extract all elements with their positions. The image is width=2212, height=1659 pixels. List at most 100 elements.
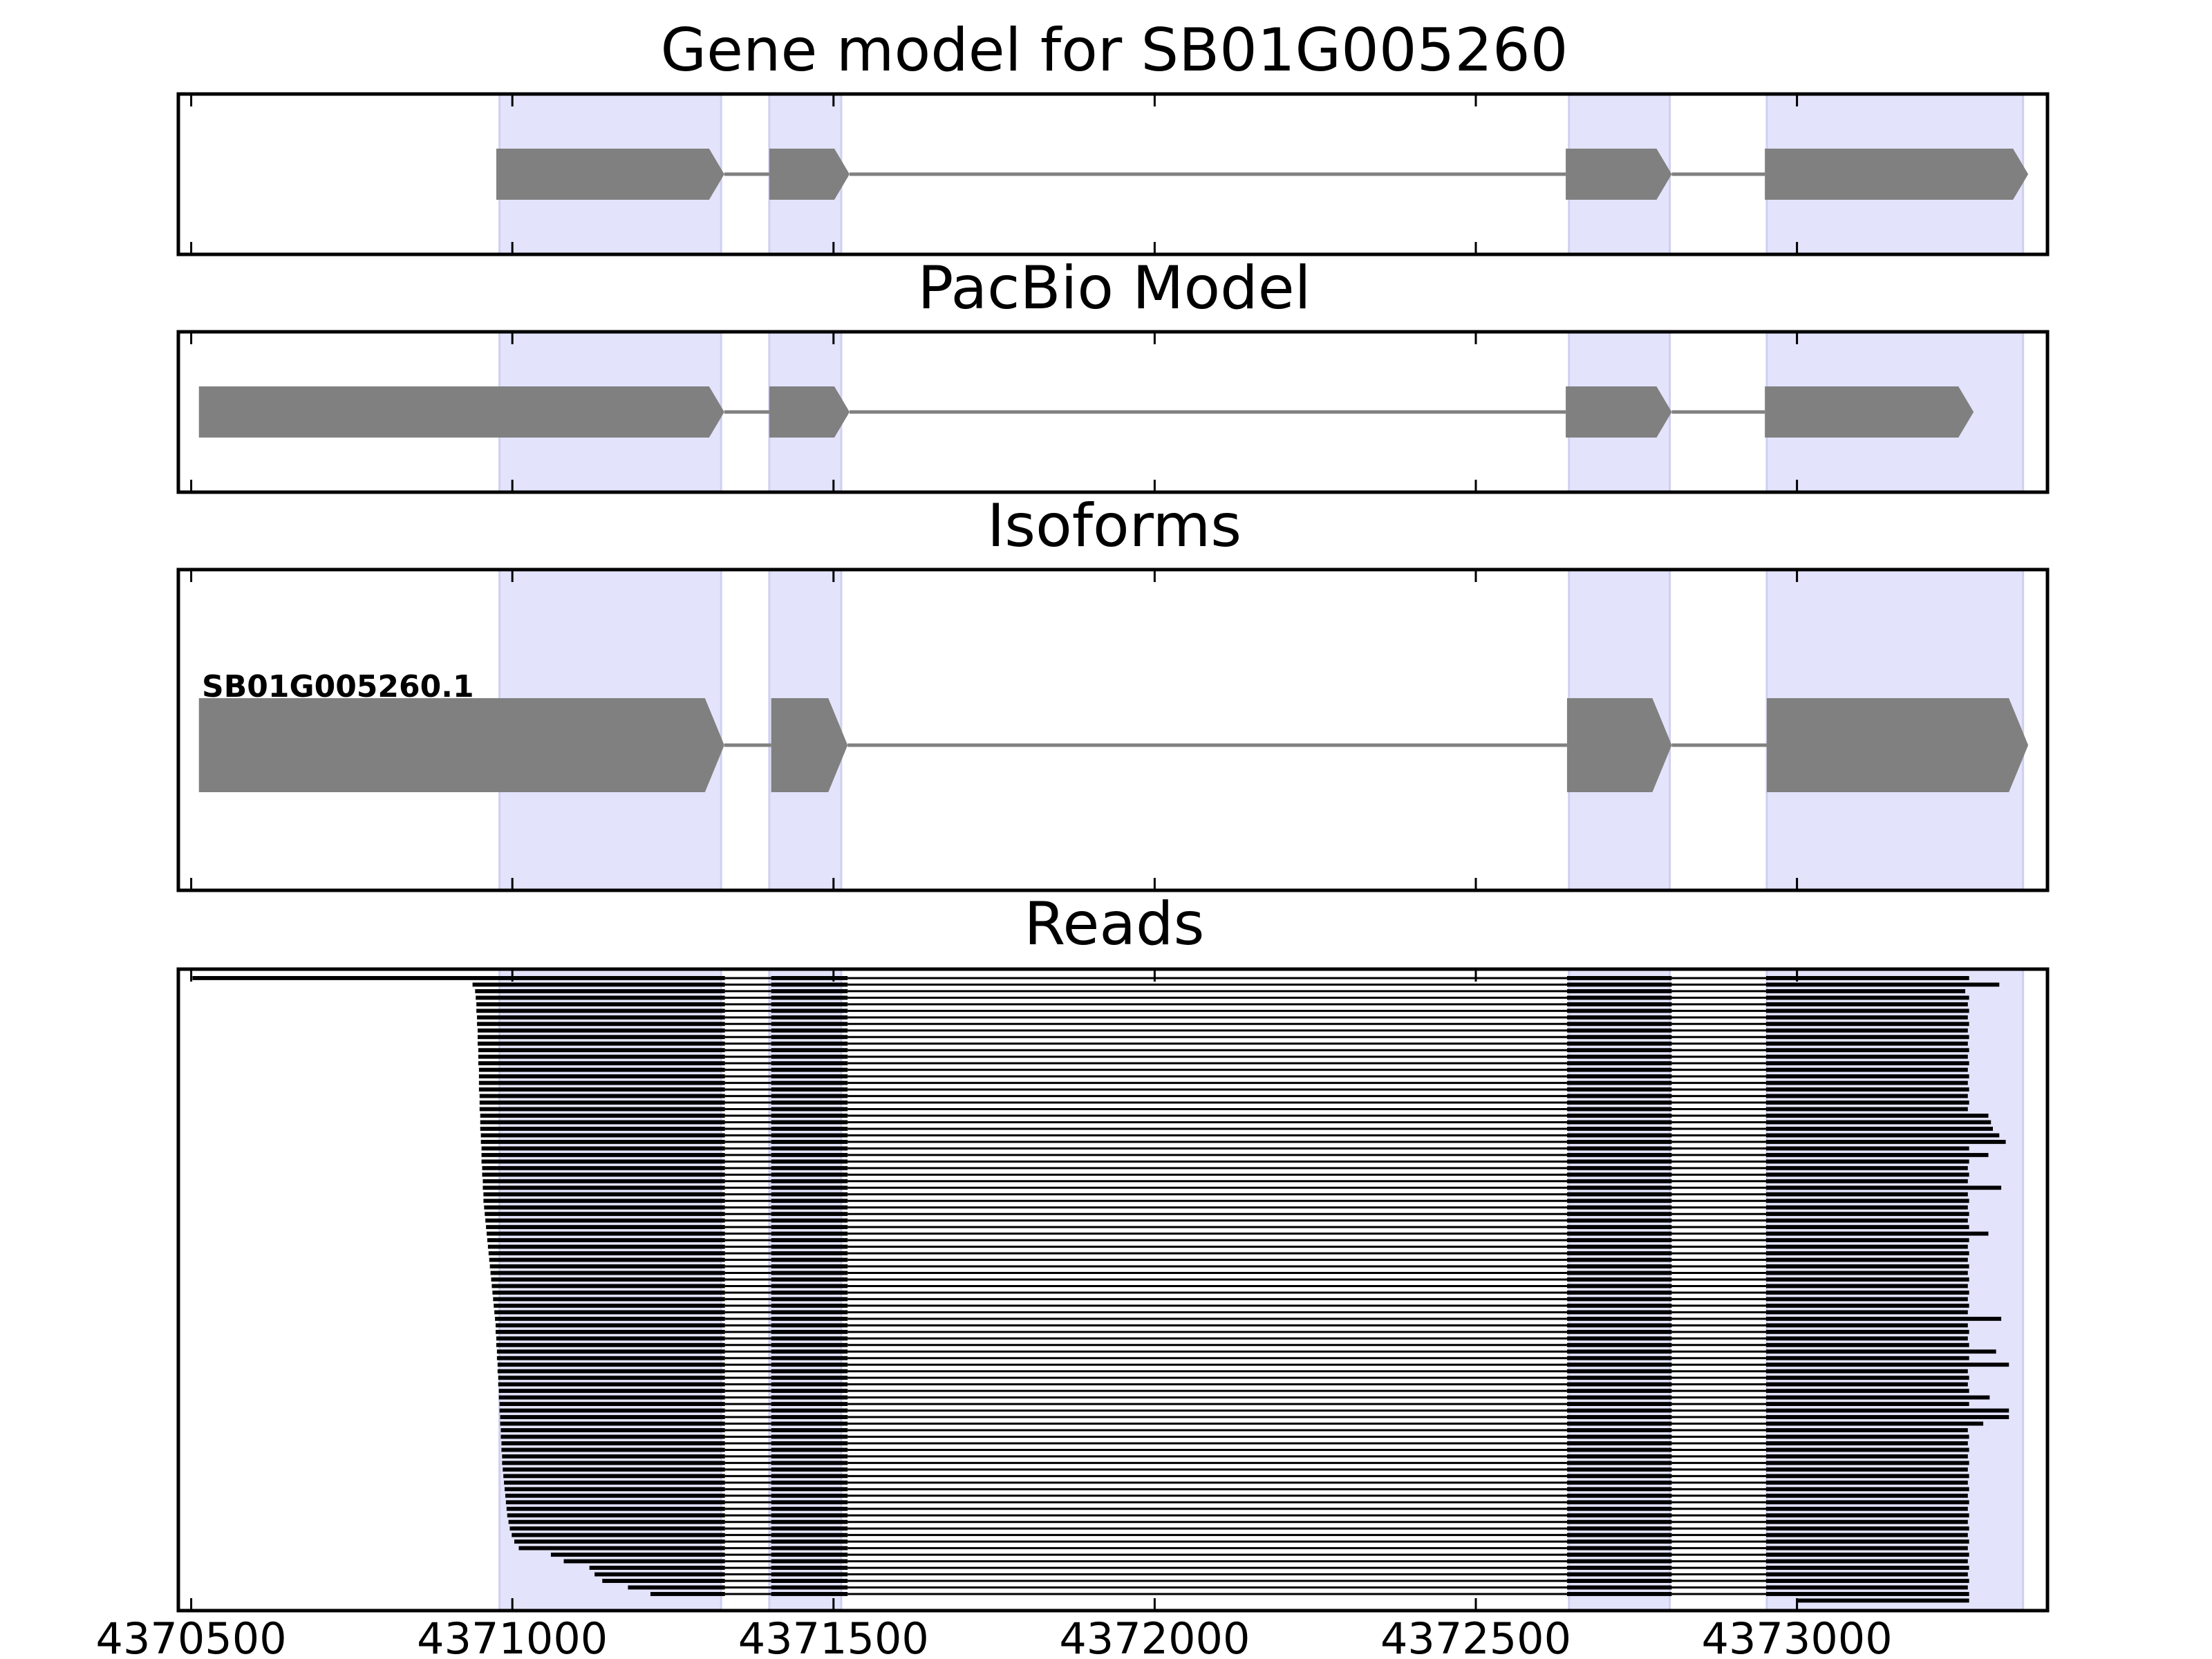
read-block bbox=[1566, 1152, 1672, 1157]
read-block bbox=[1566, 1579, 1672, 1583]
read-block bbox=[476, 1009, 725, 1013]
read-block bbox=[1566, 1369, 1672, 1374]
read-block bbox=[1566, 1389, 1672, 1394]
read-block bbox=[589, 1566, 725, 1571]
read-block bbox=[771, 1277, 848, 1282]
read-block bbox=[1566, 1022, 1672, 1027]
x-tick-label: 4371000 bbox=[417, 1613, 608, 1659]
read-block bbox=[1566, 1376, 1672, 1380]
read-block bbox=[1566, 1061, 1672, 1066]
read-block bbox=[771, 1244, 848, 1249]
read-block bbox=[1566, 1192, 1672, 1197]
read-block bbox=[1566, 1553, 1672, 1557]
read-block bbox=[500, 1428, 725, 1432]
read-block bbox=[1566, 1310, 1672, 1315]
read-block bbox=[1766, 1389, 1969, 1394]
read-block bbox=[1766, 1310, 1968, 1315]
read-block bbox=[602, 1579, 725, 1583]
read-block bbox=[489, 1257, 725, 1262]
read-block bbox=[1766, 1519, 1968, 1524]
read-block bbox=[771, 1172, 848, 1177]
panel-isoforms: Isoforms SB01G005260.1 bbox=[176, 491, 2050, 892]
read-block bbox=[1766, 1165, 1968, 1170]
read-block bbox=[771, 1257, 848, 1262]
read-block bbox=[1566, 1015, 1672, 1020]
read-block bbox=[771, 1566, 848, 1571]
read-block bbox=[1566, 1329, 1672, 1334]
read-block bbox=[518, 1546, 725, 1550]
read-block bbox=[1766, 1159, 1969, 1164]
read-block bbox=[1566, 1316, 1672, 1321]
read-block bbox=[771, 1553, 848, 1557]
read-block bbox=[481, 1159, 725, 1164]
read-block bbox=[771, 1349, 848, 1354]
read-block bbox=[482, 1165, 725, 1170]
read-block bbox=[491, 1284, 725, 1288]
read-block bbox=[771, 1519, 848, 1524]
read-block bbox=[771, 1192, 848, 1197]
read-block bbox=[1566, 1127, 1672, 1131]
read-block bbox=[1766, 1179, 1968, 1183]
read-block bbox=[1566, 1513, 1672, 1518]
read-block bbox=[1566, 1297, 1672, 1302]
read-block bbox=[1566, 988, 1672, 993]
read-block bbox=[1766, 1428, 1968, 1432]
read-block bbox=[1566, 982, 1672, 987]
read-block bbox=[771, 1323, 848, 1328]
read-block bbox=[771, 1533, 848, 1537]
read-block bbox=[771, 1526, 848, 1531]
read-block bbox=[771, 1454, 848, 1459]
read-block bbox=[1566, 1441, 1672, 1445]
read-block bbox=[487, 1231, 725, 1236]
read-block bbox=[1566, 1205, 1672, 1210]
read-block bbox=[1566, 1533, 1672, 1537]
read-block bbox=[1766, 1533, 1968, 1537]
read-block bbox=[1766, 1127, 1994, 1131]
read-block bbox=[496, 1349, 725, 1354]
read-block bbox=[480, 1133, 725, 1138]
gene-model-title: Gene model for SB01G005260 bbox=[661, 16, 1568, 85]
read-block bbox=[771, 1284, 848, 1288]
read-block bbox=[771, 1415, 848, 1419]
read-block bbox=[1766, 1114, 1989, 1118]
read-block bbox=[1766, 976, 1969, 980]
read-block bbox=[478, 1028, 725, 1033]
exon-block bbox=[1765, 386, 1974, 438]
read-block bbox=[1766, 982, 2000, 987]
read-block bbox=[1566, 1225, 1672, 1230]
read-block bbox=[1566, 1487, 1672, 1492]
read-block bbox=[476, 1002, 725, 1006]
read-block bbox=[497, 1369, 725, 1374]
read-block bbox=[1566, 1467, 1672, 1472]
read-block bbox=[771, 1310, 848, 1315]
read-block bbox=[1766, 1094, 1968, 1098]
read-block bbox=[1566, 1342, 1672, 1347]
read-block bbox=[1566, 1546, 1672, 1550]
read-block bbox=[1766, 1362, 2009, 1367]
read-block bbox=[1566, 1159, 1672, 1164]
read-block bbox=[1766, 1500, 1969, 1505]
read-block bbox=[1766, 1336, 1968, 1341]
read-block bbox=[1566, 1264, 1672, 1268]
read-block bbox=[1566, 1349, 1672, 1354]
read-block bbox=[479, 1094, 725, 1098]
read-block bbox=[1566, 1199, 1672, 1203]
read-block bbox=[496, 1356, 725, 1360]
read-block bbox=[771, 1179, 848, 1183]
read-block bbox=[485, 1218, 725, 1223]
read-block bbox=[506, 1506, 725, 1511]
read-block bbox=[480, 1139, 725, 1144]
read-block bbox=[771, 1139, 848, 1144]
read-block bbox=[491, 1277, 725, 1282]
read-block bbox=[1766, 1199, 1969, 1203]
read-block bbox=[771, 1035, 848, 1040]
read-block bbox=[771, 1022, 848, 1027]
read-block bbox=[771, 1205, 848, 1210]
read-block bbox=[514, 1539, 725, 1544]
read-block bbox=[496, 1329, 725, 1334]
read-block bbox=[1566, 1146, 1672, 1151]
read-block bbox=[650, 1592, 725, 1596]
read-block bbox=[771, 1376, 848, 1380]
read-block bbox=[771, 1303, 848, 1308]
read-block bbox=[1766, 1303, 1969, 1308]
